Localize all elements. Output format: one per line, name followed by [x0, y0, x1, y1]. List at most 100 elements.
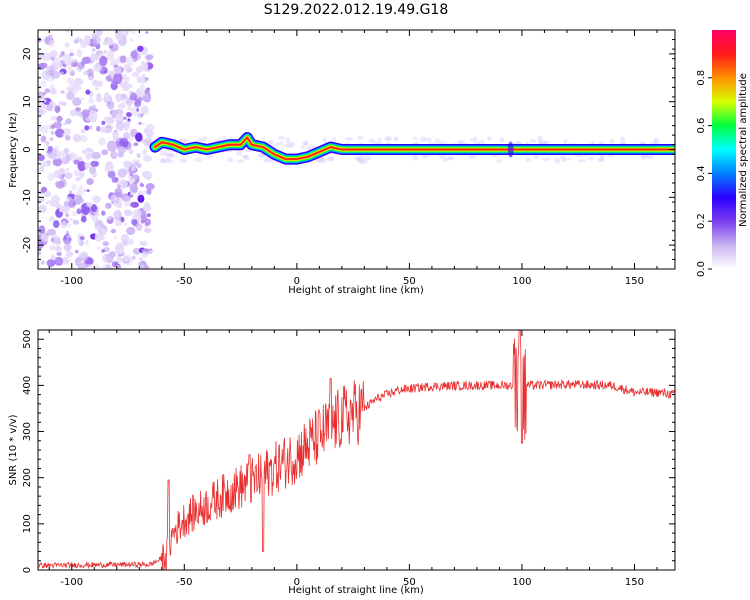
noise-blob	[40, 80, 47, 88]
noise-blob	[78, 262, 87, 269]
colorbar-tick-label: 0.6	[696, 118, 707, 134]
noise-blob	[84, 239, 89, 245]
noise-blob	[41, 52, 52, 62]
noise-blob	[119, 179, 128, 189]
noise-blob	[73, 159, 80, 165]
snr-xtick-label: 50	[403, 577, 416, 588]
noise-blob	[50, 70, 61, 79]
noise-blob	[38, 234, 42, 239]
noise-blob	[105, 202, 112, 209]
ridge-haze	[276, 141, 284, 146]
noise-blob	[73, 195, 78, 200]
spectrogram-ytick-label: -10	[22, 189, 33, 205]
ridge-haze	[563, 139, 568, 144]
noise-blob	[142, 173, 147, 178]
noise-blob	[135, 132, 143, 142]
ridge-haze	[288, 144, 294, 149]
noise-blob	[110, 150, 118, 160]
noise-blob	[130, 165, 136, 172]
noise-blob	[78, 174, 83, 180]
noise-blob	[137, 45, 144, 52]
noise-blob	[63, 122, 67, 126]
noise-blob	[56, 251, 62, 256]
noise-blob	[99, 55, 108, 67]
noise-blob	[66, 223, 72, 228]
noise-blob	[50, 254, 56, 261]
noise-blob	[101, 149, 109, 156]
noise-blob	[41, 233, 49, 242]
noise-blob	[141, 122, 145, 126]
noise-blob	[140, 61, 146, 65]
noise-blob	[111, 177, 119, 183]
noise-blob	[137, 194, 145, 203]
noise-blob	[48, 34, 53, 39]
spectrogram-ytick-label: 20	[22, 48, 33, 61]
noise-blob	[59, 206, 67, 213]
ridge-haze	[588, 156, 594, 161]
noise-blob	[64, 243, 72, 252]
spectrogram-xtick-label: -50	[176, 276, 192, 287]
noise-blob	[95, 96, 103, 103]
ridge-haze	[538, 139, 544, 143]
noise-blob	[49, 137, 54, 141]
ridge-haze	[243, 154, 250, 161]
noise-blob	[38, 204, 47, 213]
noise-blob	[48, 39, 55, 48]
noise-blob	[127, 30, 132, 34]
ridge-haze	[299, 145, 305, 150]
noise-blob	[112, 211, 119, 218]
noise-blob	[136, 92, 140, 96]
ridge-haze	[412, 157, 419, 161]
noise-blob	[104, 162, 114, 174]
noise-blob	[91, 79, 99, 87]
noise-blob	[141, 251, 149, 258]
noise-blob	[114, 31, 123, 41]
noise-blob	[50, 130, 55, 135]
noise-blob	[64, 134, 71, 141]
noise-blob	[146, 213, 151, 218]
noise-blob	[103, 116, 111, 124]
ridge-haze	[244, 149, 252, 153]
noise-blob	[65, 118, 72, 125]
ridge-band-5	[154, 136, 675, 160]
noise-blob	[144, 88, 151, 95]
noise-blob	[129, 177, 136, 184]
noise-blob	[69, 52, 74, 57]
noise-blob	[41, 160, 50, 168]
noise-blob	[117, 184, 121, 189]
noise-blob	[83, 70, 88, 76]
noise-blob	[116, 255, 123, 263]
noise-blob	[101, 210, 106, 216]
noise-blob	[78, 206, 83, 211]
snr-ticks: -100 -50 0 50 100 150 0 100 200 300 400 500	[22, 329, 675, 588]
noise-blob	[142, 94, 152, 102]
noise-blob	[100, 228, 107, 235]
noise-blob	[92, 35, 101, 45]
noise-blob	[139, 257, 143, 260]
noise-blob	[127, 191, 132, 196]
ridge-haze	[206, 154, 214, 159]
noise-blob	[54, 256, 64, 266]
noise-blob	[126, 226, 136, 235]
noise-blob	[144, 218, 152, 226]
noise-blob	[94, 232, 103, 242]
noise-blob	[65, 230, 70, 235]
noise-blob	[113, 236, 118, 240]
noise-blob	[72, 97, 82, 106]
noise-blob	[104, 37, 114, 46]
colorbar-tick-label: 0.2	[696, 213, 707, 229]
ridge-haze	[355, 156, 363, 163]
noise-blob	[73, 39, 79, 44]
noise-blob	[117, 168, 127, 178]
spectrogram-ytick-label: -20	[22, 237, 33, 253]
spectrogram-xtick-label: 150	[625, 276, 644, 287]
noise-blob	[117, 146, 126, 154]
noise-blob	[75, 189, 84, 197]
noise-blob	[80, 251, 89, 262]
noise-blob	[115, 264, 120, 269]
noise-blob	[58, 167, 66, 175]
noise-blob	[140, 113, 144, 117]
noise-blob	[68, 199, 77, 208]
noise-blob	[91, 47, 96, 53]
noise-blob	[49, 50, 58, 58]
